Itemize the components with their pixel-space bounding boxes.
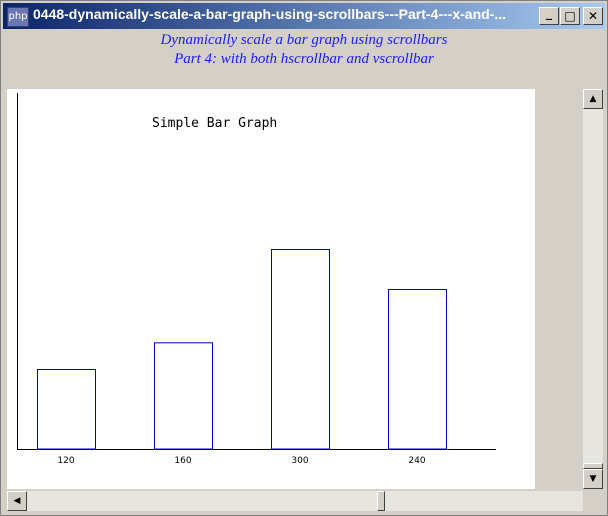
title-bar[interactable]: php 0448-dynamically-scale-a-bar-graph-u… <box>3 3 605 29</box>
maximize-icon: □ <box>564 9 576 23</box>
x-tick-label-4: 240 <box>408 456 425 466</box>
bar-2 <box>154 342 213 450</box>
close-icon: ✕ <box>587 9 599 23</box>
heading-line-2: Part 4: with both hscrollbar and vscroll… <box>174 51 434 67</box>
chart-canvas: Simple Bar Graph 120 160 300 240 <box>7 89 535 489</box>
maximize-button[interactable]: □ <box>560 7 580 25</box>
bar-3 <box>271 249 330 450</box>
down-arrow-icon: ▼ <box>589 474 597 484</box>
horizontal-scrollbar[interactable]: ◀ ▶ <box>7 491 603 511</box>
x-tick-label-1: 120 <box>57 456 74 466</box>
php-app-icon[interactable]: php <box>7 7 29 27</box>
vertical-scrollbar[interactable]: ▲ ▼ <box>583 89 603 489</box>
x-tick-label-2: 160 <box>174 456 191 466</box>
horizontal-scroll-thumb[interactable] <box>377 491 385 511</box>
bar-4 <box>388 289 447 450</box>
scroll-up-button[interactable]: ▲ <box>583 89 603 109</box>
scroll-down-button[interactable]: ▼ <box>583 469 603 489</box>
x-tick-labels: 120 160 300 240 <box>57 456 425 466</box>
bar-1 <box>37 369 96 450</box>
chart-title: Simple Bar Graph <box>152 116 277 131</box>
heading-line-1: Dynamically scale a bar graph using scro… <box>160 32 448 48</box>
window-title: 0448-dynamically-scale-a-bar-graph-using… <box>33 6 507 22</box>
scroll-left-button[interactable]: ◀ <box>7 491 27 511</box>
minimize-button[interactable]: _ <box>539 7 559 25</box>
up-arrow-icon: ▲ <box>589 94 597 104</box>
close-button[interactable]: ✕ <box>583 7 603 25</box>
bars-group <box>37 249 447 450</box>
left-arrow-icon: ◀ <box>13 496 21 506</box>
minimize-icon: _ <box>546 6 552 20</box>
bar-chart: Simple Bar Graph 120 160 300 240 <box>17 93 496 466</box>
x-tick-label-3: 300 <box>291 456 308 466</box>
scrollbar-corner <box>583 491 603 511</box>
vertical-scroll-thumb[interactable] <box>583 463 603 469</box>
